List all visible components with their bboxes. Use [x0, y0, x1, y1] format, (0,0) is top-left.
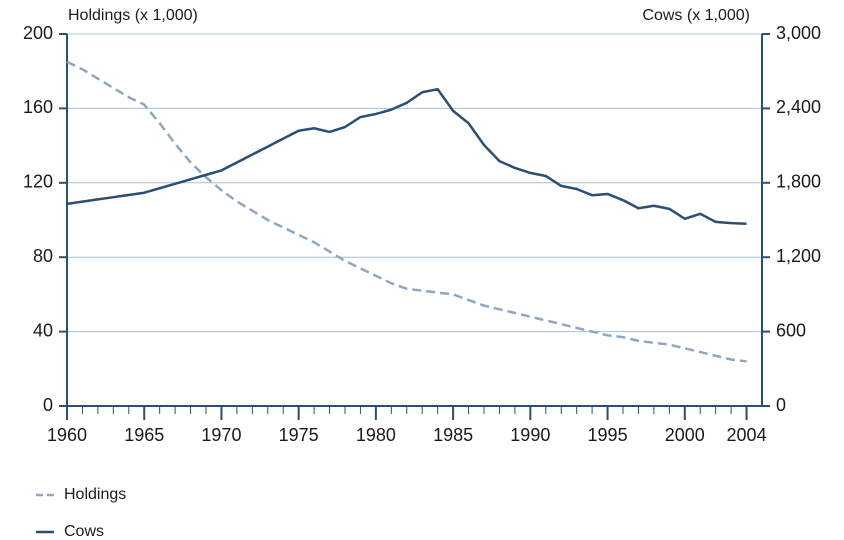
x-tick-label: 2000	[665, 425, 705, 445]
x-tick-label: 1985	[433, 425, 473, 445]
y-tick-label: 40	[33, 320, 53, 340]
y-tick-label: 200	[23, 23, 53, 43]
x-tick-label: 1995	[588, 425, 628, 445]
legend-label: Holdings	[64, 486, 126, 503]
y-tick-label: 120	[23, 172, 53, 192]
y2-tick-label: 3,000	[776, 23, 821, 43]
y2-tick-label: 600	[776, 320, 806, 340]
x-tick-label: 1980	[356, 425, 396, 445]
y2-tick-label: 2,400	[776, 97, 821, 117]
x-tick-label: 1990	[510, 425, 550, 445]
y2-tick-label: 0	[776, 395, 786, 415]
x-tick-label: 1960	[47, 425, 87, 445]
x-tick-label: 1975	[279, 425, 319, 445]
y2-tick-label: 1,800	[776, 172, 821, 192]
y-tick-label: 0	[43, 395, 53, 415]
x-tick-label: 2004	[727, 425, 767, 445]
data-line	[66, 87, 747, 225]
y2-axis-label: Cows (x 1,000)	[642, 7, 750, 24]
x-tick-label: 1970	[201, 425, 241, 445]
y-tick-label: 160	[23, 97, 53, 117]
legend-label: Cows	[64, 523, 104, 540]
y2-tick-label: 1,200	[776, 246, 821, 266]
x-tick-label: 1965	[124, 425, 164, 445]
data-line	[66, 60, 747, 363]
y-tick-label: 80	[33, 246, 53, 266]
y-axis-label: Holdings (x 1,000)	[68, 7, 198, 24]
